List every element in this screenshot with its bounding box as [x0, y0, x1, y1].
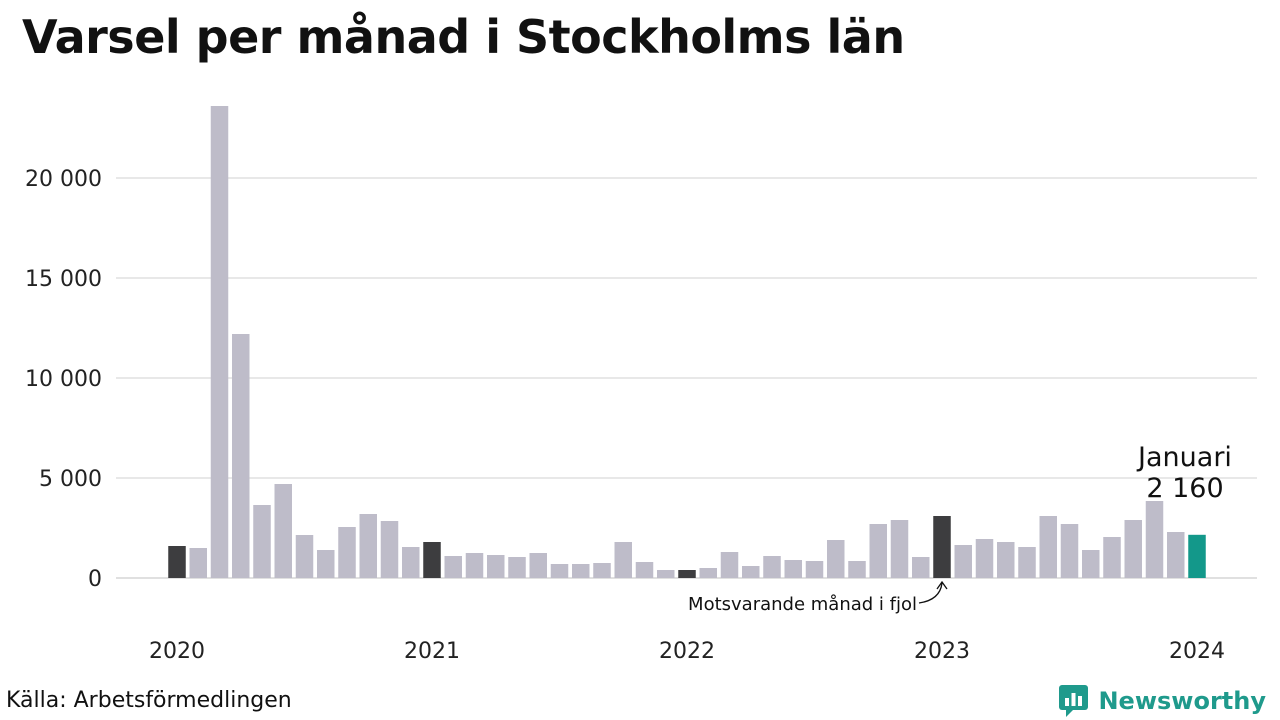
- bar: [359, 514, 377, 578]
- bar: [1060, 524, 1079, 578]
- chart-title: Varsel per månad i Stockholms län: [22, 10, 905, 64]
- bar: [189, 548, 207, 578]
- bar: [678, 570, 696, 578]
- bars: [168, 106, 1206, 578]
- bar: [1167, 532, 1185, 578]
- bar: [869, 524, 887, 578]
- bar: [232, 334, 250, 578]
- bar: [848, 561, 866, 578]
- annotation-arrowhead-icon: [936, 580, 948, 590]
- y-tick-label: 10 000: [25, 367, 102, 392]
- annotation-group: Motsvarande månad i fjol: [688, 580, 948, 615]
- x-tick-label: 2022: [659, 639, 715, 664]
- annotation-arrow-icon: [918, 582, 943, 604]
- bar: [1124, 520, 1142, 578]
- bar: [572, 564, 590, 578]
- x-tick-label: 2020: [149, 639, 205, 664]
- bar: [784, 560, 802, 578]
- bar: [954, 545, 972, 578]
- bar: [975, 539, 994, 578]
- bar: [720, 552, 739, 578]
- source-label: Källa: Arbetsförmedlingen: [6, 688, 292, 713]
- y-tick-label: 15 000: [25, 267, 102, 292]
- bar: [593, 563, 611, 578]
- bar: [338, 527, 356, 578]
- bar: [699, 568, 717, 578]
- bar: [614, 542, 632, 578]
- annotation-label: Motsvarande månad i fjol: [688, 594, 917, 615]
- bar: [402, 547, 420, 578]
- bar: [635, 562, 654, 578]
- bar: [805, 561, 824, 578]
- bar: [1145, 501, 1164, 578]
- bar: [1018, 547, 1036, 578]
- bar: [444, 556, 462, 578]
- y-tick-label: 0: [88, 567, 102, 592]
- bar: [657, 570, 675, 578]
- bar: [890, 520, 909, 578]
- x-tick-label: 2024: [1169, 639, 1225, 664]
- bar: [317, 550, 335, 578]
- bar: [912, 557, 930, 578]
- brand-name: Newsworthy: [1098, 687, 1266, 715]
- bar: [550, 564, 569, 578]
- brand-logo: Newsworthy: [1058, 684, 1266, 718]
- x-axis-labels: 2020 2021 2022 2023 2024: [149, 639, 1225, 664]
- bar: [508, 557, 526, 578]
- bar: [1039, 516, 1057, 578]
- bar: [168, 546, 186, 578]
- bar: [1188, 534, 1206, 578]
- bar: [529, 553, 547, 578]
- x-tick-label: 2023: [914, 639, 970, 664]
- y-axis-labels: 0 5 000 10 000 15 000 20 000: [25, 167, 102, 592]
- bar: [1103, 537, 1121, 578]
- bar: [423, 542, 441, 578]
- y-tick-label: 20 000: [25, 167, 102, 192]
- bar: [997, 542, 1015, 578]
- bar: [763, 556, 781, 578]
- bar: [1082, 550, 1100, 578]
- x-tick-label: 2021: [404, 639, 460, 664]
- highlight-month-label: Januari: [1136, 442, 1232, 473]
- bar: [487, 555, 505, 578]
- bar: [933, 516, 951, 578]
- highlight-value-label: 2 160: [1146, 473, 1223, 504]
- bar: [742, 566, 760, 578]
- bar: [210, 106, 229, 578]
- bar: [827, 540, 845, 578]
- bar: [380, 521, 399, 578]
- bar: [295, 535, 314, 578]
- bar: [465, 553, 484, 578]
- newsworthy-logo-icon: [1059, 685, 1089, 717]
- bar: [253, 505, 271, 578]
- y-tick-label: 5 000: [39, 467, 102, 492]
- bar: [274, 484, 292, 578]
